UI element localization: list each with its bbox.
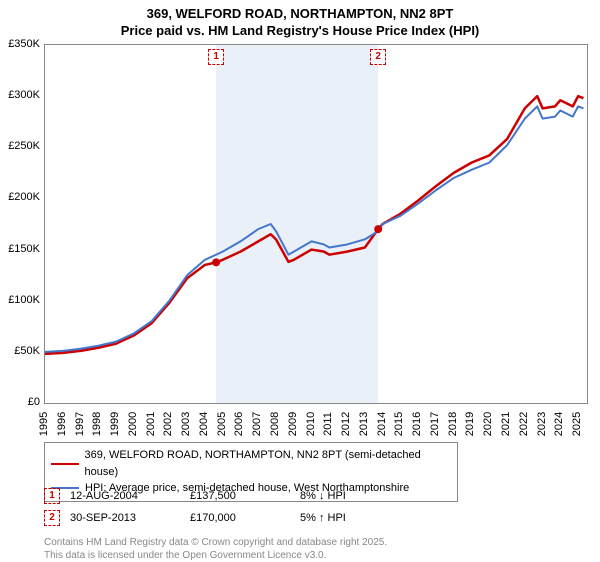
data-row-price: £137,500 [190, 490, 300, 502]
x-tick-label: 2006 [233, 412, 245, 436]
attribution-line-1: Contains HM Land Registry data © Crown c… [44, 537, 387, 548]
x-tick-label: 2025 [571, 412, 583, 436]
chart-marker-2: 2 [370, 49, 386, 65]
data-row-marker: 2 [44, 510, 60, 526]
x-tick-label: 2020 [482, 412, 494, 436]
x-tick-label: 2004 [198, 412, 210, 436]
x-tick-label: 1997 [74, 412, 86, 436]
chart-container: 369, WELFORD ROAD, NORTHAMPTON, NN2 8PT … [0, 0, 600, 560]
y-tick-label: £100K [0, 294, 40, 306]
x-tick-label: 1999 [109, 412, 121, 436]
x-tick-label: 2022 [518, 412, 530, 436]
data-row-2: 2 30-SEP-2013£170,0005% ↑ HPI [44, 510, 346, 526]
x-tick-label: 2008 [269, 412, 281, 436]
x-tick-label: 1995 [38, 412, 50, 436]
y-tick-label: £200K [0, 191, 40, 203]
chart-title: 369, WELFORD ROAD, NORTHAMPTON, NN2 8PT … [0, 0, 600, 40]
legend-item-1: 369, WELFORD ROAD, NORTHAMPTON, NN2 8PT … [51, 447, 451, 480]
y-tick-label: £0 [0, 396, 40, 408]
chart-svg [45, 45, 587, 403]
x-tick-label: 2016 [411, 412, 423, 436]
x-tick-label: 2000 [127, 412, 139, 436]
data-row-1: 1 12-AUG-2004£137,5008% ↓ HPI [44, 488, 346, 504]
x-tick-label: 2024 [553, 412, 565, 436]
x-tick-label: 2017 [429, 412, 441, 436]
y-tick-label: £150K [0, 243, 40, 255]
attribution: Contains HM Land Registry data © Crown c… [44, 536, 387, 562]
x-tick-label: 2005 [216, 412, 228, 436]
data-row-date: 12-AUG-2004 [70, 490, 190, 502]
legend-swatch-1 [51, 463, 79, 465]
y-tick-label: £50K [0, 345, 40, 357]
x-tick-label: 2018 [447, 412, 459, 436]
x-tick-label: 2019 [464, 412, 476, 436]
title-line-2: Price paid vs. HM Land Registry's House … [121, 23, 480, 38]
chart-marker-1: 1 [208, 49, 224, 65]
x-tick-label: 2001 [145, 412, 157, 436]
data-row-date: 30-SEP-2013 [70, 512, 190, 524]
y-tick-label: £350K [0, 38, 40, 50]
x-tick-label: 2015 [393, 412, 405, 436]
data-row-delta: 5% ↑ HPI [300, 512, 346, 524]
title-line-1: 369, WELFORD ROAD, NORTHAMPTON, NN2 8PT [147, 6, 454, 21]
x-tick-label: 2003 [180, 412, 192, 436]
attribution-line-2: This data is licensed under the Open Gov… [44, 550, 326, 561]
data-row-delta: 8% ↓ HPI [300, 490, 346, 502]
data-row-marker: 1 [44, 488, 60, 504]
chart-marker-dot-1 [212, 258, 220, 266]
x-tick-label: 2012 [340, 412, 352, 436]
data-row-price: £170,000 [190, 512, 300, 524]
x-tick-label: 2009 [287, 412, 299, 436]
plot-area: 12 [44, 44, 588, 404]
y-tick-label: £300K [0, 89, 40, 101]
x-tick-label: 2014 [376, 412, 388, 436]
series-line-1 [45, 96, 583, 354]
y-tick-label: £250K [0, 140, 40, 152]
x-tick-label: 2002 [162, 412, 174, 436]
legend-label-1: 369, WELFORD ROAD, NORTHAMPTON, NN2 8PT … [85, 447, 451, 480]
x-tick-label: 2010 [305, 412, 317, 436]
x-tick-label: 2007 [251, 412, 263, 436]
x-tick-label: 1998 [91, 412, 103, 436]
x-tick-label: 2023 [536, 412, 548, 436]
x-tick-label: 1996 [56, 412, 68, 436]
x-tick-label: 2021 [500, 412, 512, 436]
x-tick-label: 2013 [358, 412, 370, 436]
x-tick-label: 2011 [322, 412, 334, 436]
chart-marker-dot-2 [374, 225, 382, 233]
